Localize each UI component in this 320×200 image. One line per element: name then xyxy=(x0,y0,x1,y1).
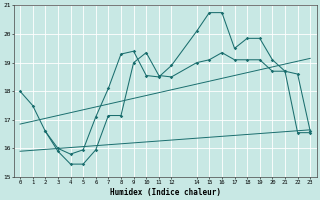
X-axis label: Humidex (Indice chaleur): Humidex (Indice chaleur) xyxy=(110,188,220,197)
